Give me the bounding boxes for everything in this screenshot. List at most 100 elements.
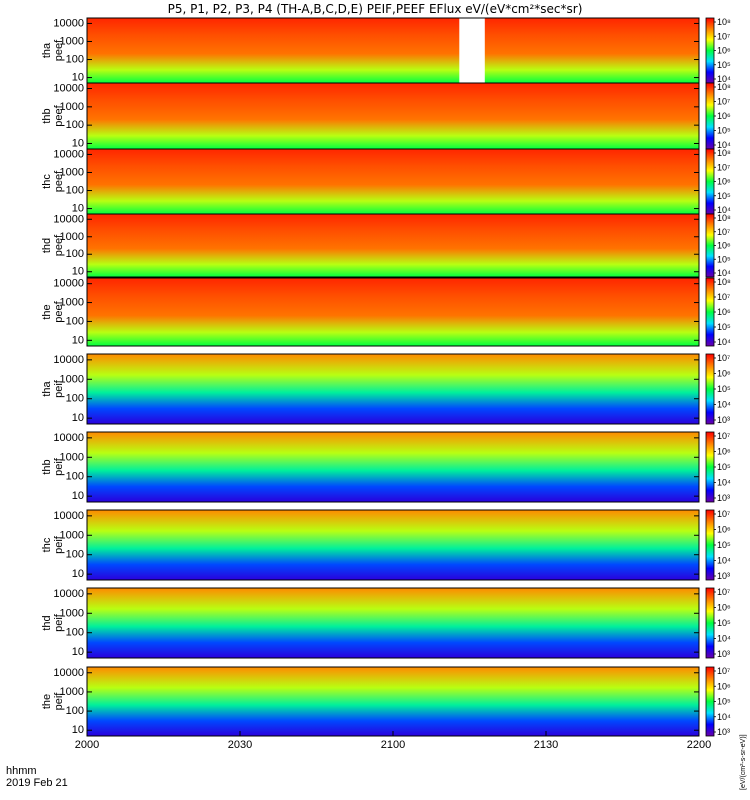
y-tick-label: 10000 (53, 148, 84, 160)
panel-frame (86, 213, 700, 278)
colorbar-tick-label: 10⁶ (717, 46, 731, 56)
y-tick-label: 10000 (53, 17, 84, 29)
y-tick-label: 10000 (53, 354, 84, 366)
colorbar-tick-label: 10⁵ (717, 126, 731, 136)
y-tick-label: 100 (66, 315, 84, 327)
colorbar-unit-label: [eV/(cm²-s-sr-eV)] (740, 734, 747, 790)
y-tick-label: 100 (66, 185, 84, 197)
x-axis-label: hhmm (6, 765, 37, 777)
y-tick-label: 10000 (53, 278, 84, 290)
y-tick-label: 1000 (60, 373, 84, 385)
panel-label: thcpeif (41, 535, 65, 554)
panel-label: thbpeif (41, 457, 65, 476)
colorbar-tick-label: 10⁶ (717, 111, 731, 121)
panels: 10100100010000thapeef10⁴10⁵10⁶10⁷10⁸1010… (41, 17, 731, 737)
y-tick-label: 10 (72, 412, 84, 424)
y-tick-label: 10 (72, 203, 84, 215)
colorbar-tick-label: 10⁴ (717, 140, 731, 150)
colorbar (705, 431, 715, 503)
panel-thd-peif: 10 100 1000 10000 thdpeif 10³ 10⁴ 10⁵ 10⁶ 10⁷ (41, 587, 731, 659)
colorbar-tick-label: 10⁷ (717, 97, 730, 107)
spectrogram-image (87, 432, 699, 502)
colorbar-tick-label: 10⁴ (717, 268, 731, 278)
colorbar-tick-label: 10⁷ (717, 292, 730, 302)
colorbar-tick-label: 10⁷ (717, 431, 730, 441)
colorbar-tick-label: 10⁴ (717, 478, 731, 488)
colorbar-tick-label: 10⁴ (717, 74, 731, 84)
panel-frame (86, 277, 700, 347)
colorbar-tick-label: 10⁵ (717, 697, 731, 707)
y-tick-label: 100 (66, 627, 84, 639)
panel-label: thdpeif (41, 613, 65, 632)
colorbar (705, 17, 715, 84)
x-tick-label: 2000 (75, 739, 99, 751)
y-tick-label: 1000 (60, 529, 84, 541)
date-label: 2019 Feb 21 (6, 777, 68, 789)
spectrogram-image (87, 588, 699, 658)
colorbar-tick-label: 10⁶ (717, 603, 731, 613)
y-tick-label: 10000 (53, 213, 84, 225)
colorbar-tick-label: 10⁴ (717, 556, 731, 566)
colorbar-tick-label: 10⁵ (717, 191, 731, 201)
panel-thb-peef: 10 100 1000 10000 thbpeef 10⁴ 10⁵ 10⁶ 10⁷ 10⁸ (41, 82, 731, 150)
colorbar-tick-label: 10⁵ (717, 462, 731, 472)
spectrogram-image (87, 510, 699, 580)
colorbar-tick-label: 10⁸ (717, 213, 731, 223)
colorbar-tick-label: 10⁷ (717, 509, 730, 519)
colorbar (705, 587, 715, 659)
panel-thd-peef: 10 100 1000 10000 thdpeef 10⁴ 10⁵ 10⁶ 10⁷ 10⁸ (41, 213, 731, 278)
colorbar-tick-label: 10⁶ (717, 681, 731, 691)
panel-frame (86, 431, 700, 503)
colorbar-tick-label: 10³ (717, 493, 730, 503)
y-tick-label: 10 (72, 568, 84, 580)
panel-thc-peif: 10 100 1000 10000 thcpeif 10³ 10⁴ 10⁵ 10⁶ 10⁷ (41, 509, 731, 581)
panel-frame (86, 353, 700, 425)
y-tick-label: 1000 (60, 451, 84, 463)
colorbar (705, 277, 715, 347)
colorbar-tick-label: 10⁷ (717, 162, 730, 172)
panel-frame (86, 587, 700, 659)
y-tick-label: 10000 (53, 510, 84, 522)
y-tick-label: 1000 (60, 166, 84, 178)
y-tick-label: 10 (72, 646, 84, 658)
panel-label: thapeif (41, 379, 65, 398)
colorbar-tick-label: 10⁸ (717, 148, 731, 158)
colorbar-tick-label: 10⁴ (717, 337, 731, 347)
y-tick-label: 1000 (60, 607, 84, 619)
y-tick-label: 100 (66, 248, 84, 260)
x-axis: 2000 2030 2100 2130 2200 (75, 731, 711, 751)
colorbar-tick-label: 10⁷ (717, 666, 730, 676)
y-tick-label: 10 (72, 266, 84, 278)
x-tick-label: 2030 (228, 739, 252, 751)
panel-the-peef: 10 100 1000 10000 thepeef 10⁴ 10⁵ 10⁶ 10⁷ 10⁸ (41, 277, 731, 347)
colorbar-tick-label: 10⁷ (717, 587, 730, 597)
y-tick-label: 1000 (60, 297, 84, 309)
y-tick-label: 10 (72, 72, 84, 84)
colorbar-tick-label: 10⁸ (717, 82, 731, 92)
colorbar-tick-label: 10⁵ (717, 618, 731, 628)
panel-tha-peef: 10 100 1000 10000 thapeef 10⁴ 10⁵ 10⁶ 10⁷ 10⁸ (41, 17, 731, 84)
colorbar-tick-label: 10⁵ (717, 60, 731, 70)
y-tick-label: 100 (66, 393, 84, 405)
colorbar-tick-label: 10⁵ (717, 384, 731, 394)
y-tick-label: 10 (72, 137, 84, 149)
colorbar-tick-label: 10⁴ (717, 634, 731, 644)
colorbar-tick-label: 10⁵ (717, 254, 731, 264)
spectrogram-image (87, 354, 699, 424)
y-tick-label: 10 (72, 334, 84, 346)
colorbar-tick-label: 10³ (717, 415, 730, 425)
y-tick-label: 10 (72, 724, 84, 736)
spectrogram-image (87, 83, 699, 149)
spectrogram-image (87, 278, 699, 346)
colorbar-tick-label: 10⁴ (717, 400, 731, 410)
colorbar (705, 82, 715, 150)
data-gap (459, 18, 485, 83)
colorbar-tick-label: 10⁶ (717, 307, 731, 317)
colorbar-tick-label: 10⁷ (717, 227, 730, 237)
chart-title: P5, P1, P2, P3, P4 (TH-A,B,C,D,E) PEIF,P… (168, 2, 583, 16)
colorbar-tick-label: 10⁷ (717, 31, 730, 41)
colorbar (705, 148, 715, 215)
x-tick-label: 2130 (534, 739, 558, 751)
colorbar-tick-label: 10⁸ (717, 277, 731, 287)
